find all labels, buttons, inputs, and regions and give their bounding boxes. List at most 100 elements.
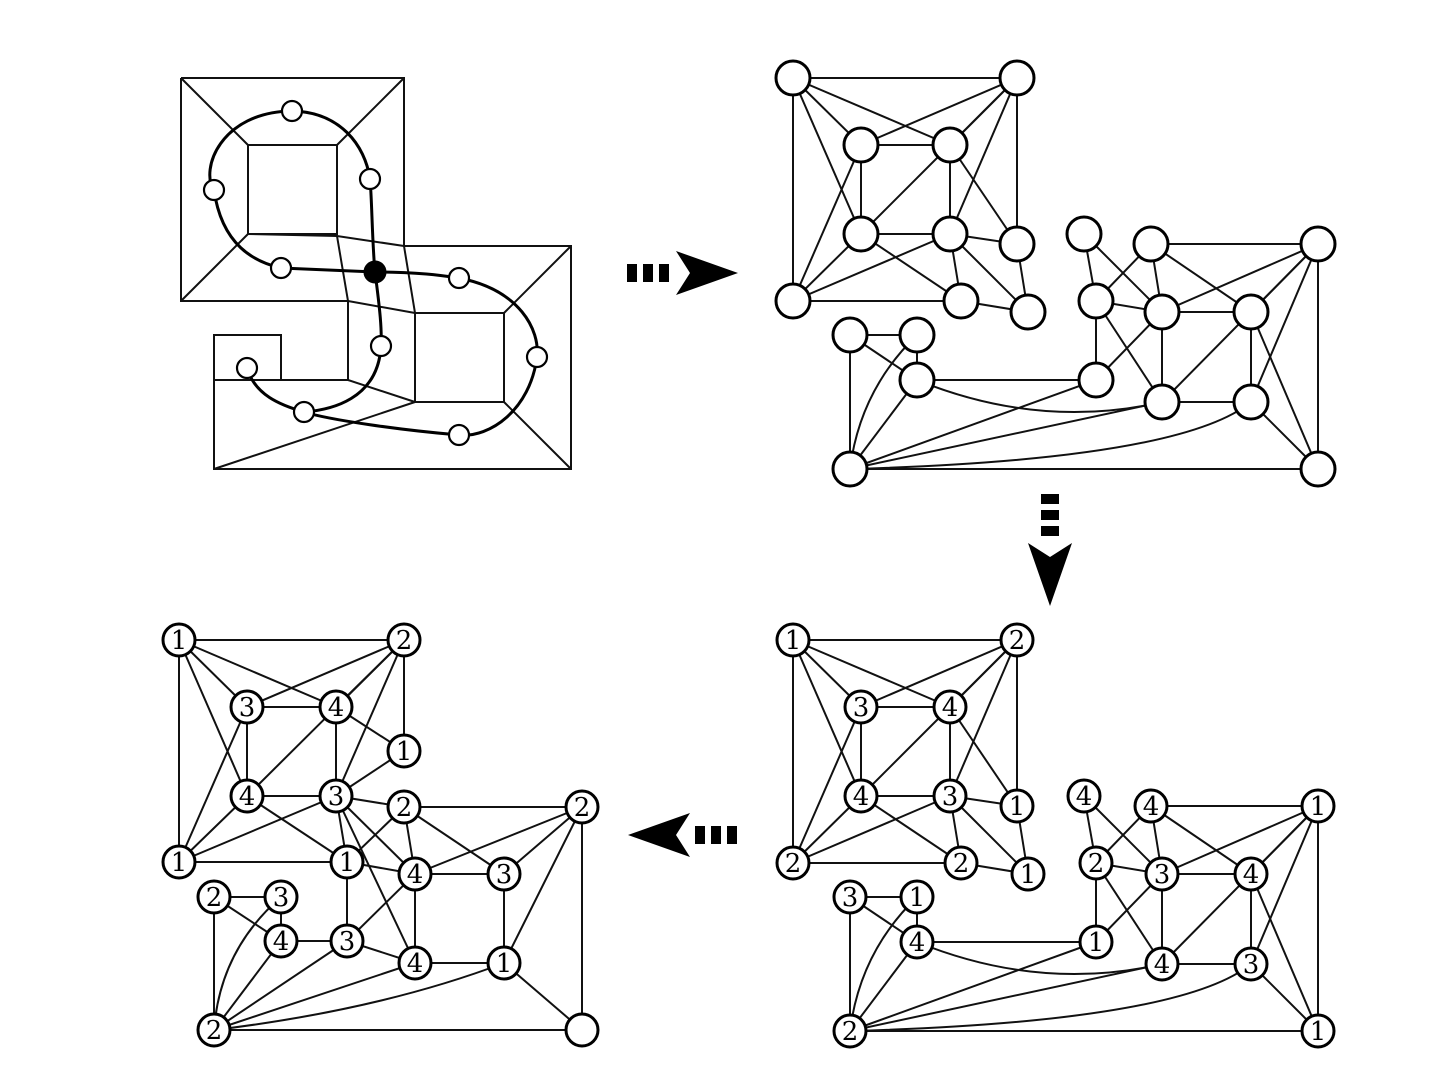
graph-edge bbox=[849, 401, 1163, 470]
graph-node: 3 bbox=[263, 879, 299, 915]
graph-node: 2 bbox=[943, 845, 979, 881]
graph-edge bbox=[1150, 805, 1252, 875]
graph-node: 4 bbox=[899, 924, 935, 960]
node-label: 3 bbox=[853, 693, 870, 723]
node-label: 2 bbox=[1009, 626, 1026, 656]
node-label: 4 bbox=[942, 693, 959, 723]
curve-node bbox=[447, 266, 471, 290]
graph-node: 2 bbox=[775, 845, 811, 881]
graph-edge bbox=[849, 963, 1163, 1032]
node-label: 3 bbox=[1154, 860, 1171, 890]
node-circle bbox=[486, 856, 522, 892]
node-circle bbox=[843, 689, 879, 725]
node-circle bbox=[386, 622, 422, 658]
node-label: 1 bbox=[171, 848, 188, 878]
node-label: 1 bbox=[1310, 1017, 1327, 1047]
graph-node bbox=[1132, 225, 1170, 263]
graph-node: 4 bbox=[229, 778, 265, 814]
graph-node: 3 bbox=[229, 689, 265, 725]
graph-node bbox=[1077, 361, 1115, 399]
node-circle bbox=[161, 622, 197, 658]
graph-node bbox=[931, 126, 969, 164]
node-label: 4 bbox=[1143, 792, 1160, 822]
graph-node bbox=[1077, 282, 1115, 320]
graph-edge bbox=[849, 941, 1097, 1032]
graph-edge bbox=[949, 639, 1018, 797]
graph-node bbox=[1232, 293, 1270, 331]
panel-graph-unlabeled bbox=[774, 59, 1337, 488]
graph-node bbox=[1143, 383, 1181, 421]
graph-node: 1 bbox=[329, 844, 365, 880]
graph-edge bbox=[792, 77, 862, 235]
graph-edge bbox=[503, 806, 583, 964]
graph-node: 4 bbox=[843, 778, 879, 814]
node-label: 1 bbox=[496, 949, 513, 979]
node-circle bbox=[898, 316, 936, 354]
node-label: 1 bbox=[909, 883, 926, 913]
graph-node bbox=[774, 282, 812, 320]
node-label: 4 bbox=[1243, 860, 1260, 890]
node-circle bbox=[196, 879, 232, 915]
graph-node bbox=[564, 1012, 600, 1048]
node-circle bbox=[943, 845, 979, 881]
graph-edge bbox=[213, 962, 505, 1031]
graph-edge bbox=[792, 144, 862, 302]
node-circle bbox=[842, 215, 880, 253]
node-label: 4 bbox=[909, 928, 926, 958]
graph-node: 1 bbox=[1300, 1013, 1336, 1049]
node-circle bbox=[999, 622, 1035, 658]
node-circle bbox=[931, 126, 969, 164]
graph-node bbox=[1299, 450, 1337, 488]
curve-crossing-node bbox=[363, 260, 387, 284]
node-label: 2 bbox=[842, 1017, 859, 1047]
graph-edge bbox=[916, 379, 1163, 414]
node-label: 2 bbox=[574, 793, 591, 823]
node-circle bbox=[831, 316, 869, 354]
node-label: 4 bbox=[328, 693, 345, 723]
node-circle bbox=[899, 879, 935, 915]
left-arrow bbox=[628, 813, 737, 857]
node-circle bbox=[564, 1012, 600, 1048]
graph-edge bbox=[335, 639, 405, 797]
node-circle bbox=[486, 945, 522, 981]
node-circle bbox=[1232, 293, 1270, 331]
node-circle bbox=[386, 733, 422, 769]
node-circle bbox=[196, 1012, 232, 1048]
graph-node bbox=[774, 59, 812, 97]
node-circle bbox=[774, 282, 812, 320]
node-circle bbox=[1232, 383, 1270, 421]
graph-edge bbox=[1095, 300, 1163, 403]
node-label: 1 bbox=[785, 626, 802, 656]
node-label: 3 bbox=[496, 860, 513, 890]
graph-node bbox=[998, 225, 1036, 263]
node-circle bbox=[775, 622, 811, 658]
node-circle bbox=[1077, 361, 1115, 399]
node-label: 3 bbox=[842, 883, 859, 913]
node-circle bbox=[1233, 946, 1269, 982]
graph-node: 3 bbox=[329, 923, 365, 959]
node-label: 1 bbox=[1009, 792, 1026, 822]
graph-edge bbox=[860, 795, 962, 864]
curve-node bbox=[269, 256, 293, 280]
graph-edge bbox=[246, 639, 405, 708]
graph-node bbox=[931, 215, 969, 253]
node-label: 1 bbox=[339, 848, 356, 878]
node-label: 1 bbox=[1020, 860, 1037, 890]
node-circle bbox=[1078, 924, 1114, 960]
graph-edge bbox=[1250, 243, 1319, 403]
node-label: 4 bbox=[853, 782, 870, 812]
graph-node: 4 bbox=[397, 945, 433, 981]
node-circle bbox=[263, 879, 299, 915]
graph-edge bbox=[335, 795, 416, 964]
curve-node bbox=[447, 423, 471, 447]
graph-node bbox=[898, 361, 936, 399]
graph-node: 2 bbox=[832, 1013, 868, 1049]
node-circle bbox=[998, 225, 1036, 263]
graph-node: 3 bbox=[832, 879, 868, 915]
graph-edge bbox=[178, 706, 248, 863]
graph-edge bbox=[213, 962, 416, 1031]
node-circle bbox=[898, 361, 936, 399]
graph-edge bbox=[949, 144, 1018, 245]
graph-node bbox=[1143, 293, 1181, 331]
node-label: 3 bbox=[942, 782, 959, 812]
